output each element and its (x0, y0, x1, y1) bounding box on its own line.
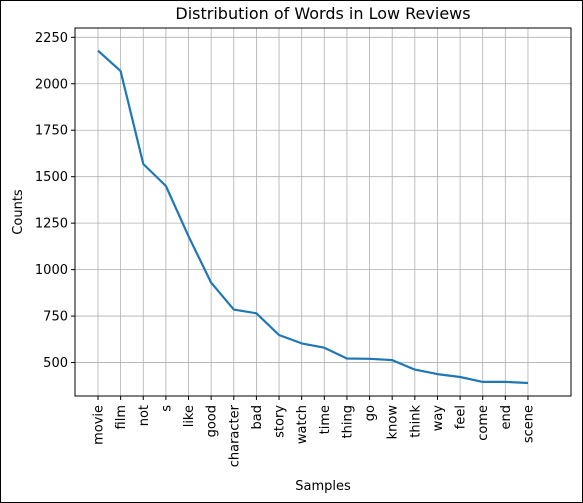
x-tick-label: way (431, 405, 446, 432)
y-tick-label: 500 (43, 356, 68, 371)
x-tick-label: feel (454, 405, 469, 429)
x-tick-label: know (386, 405, 401, 440)
series-line (97, 49, 529, 385)
y-tick-label: 1500 (35, 170, 68, 185)
x-tick-label: thing (340, 405, 355, 438)
y-tick-label: 1750 (35, 124, 68, 139)
x-tick-label: good (205, 405, 220, 437)
y-tick-label: 2000 (35, 77, 68, 92)
x-tick-label: not (137, 405, 152, 426)
x-tick-label: film (114, 405, 129, 429)
x-tick-label: s (159, 405, 174, 412)
y-axis-ticks: 500 750 1000 1250 1500 1750 2000 2250 (35, 31, 75, 371)
x-tick-label: movie (92, 405, 107, 445)
x-axis-label: Samples (295, 479, 351, 494)
axes-box (74, 27, 572, 397)
x-tick-label: think (408, 405, 423, 438)
grid-lines (75, 28, 571, 396)
x-tick-label: come (476, 405, 491, 441)
x-tick-label: end (499, 405, 514, 430)
y-axis-label: Counts (11, 189, 26, 235)
x-axis-ticks: movie film not s like good character bad story wa… (92, 396, 536, 467)
y-tick-label: 750 (43, 310, 68, 325)
x-tick-label: go (363, 405, 378, 421)
y-tick-label: 1250 (35, 217, 68, 232)
x-tick-label: story (273, 405, 288, 438)
y-tick-label: 1000 (35, 263, 68, 278)
chart-title: Distribution of Words in Low Reviews (175, 4, 470, 23)
x-tick-label: character (227, 404, 242, 467)
x-tick-label: scene (521, 405, 536, 443)
y-tick-label: 2250 (35, 31, 68, 46)
x-tick-label: like (182, 405, 197, 427)
x-tick-label: time (318, 405, 333, 434)
x-tick-label: bad (250, 405, 265, 429)
x-tick-label: watch (295, 405, 310, 444)
